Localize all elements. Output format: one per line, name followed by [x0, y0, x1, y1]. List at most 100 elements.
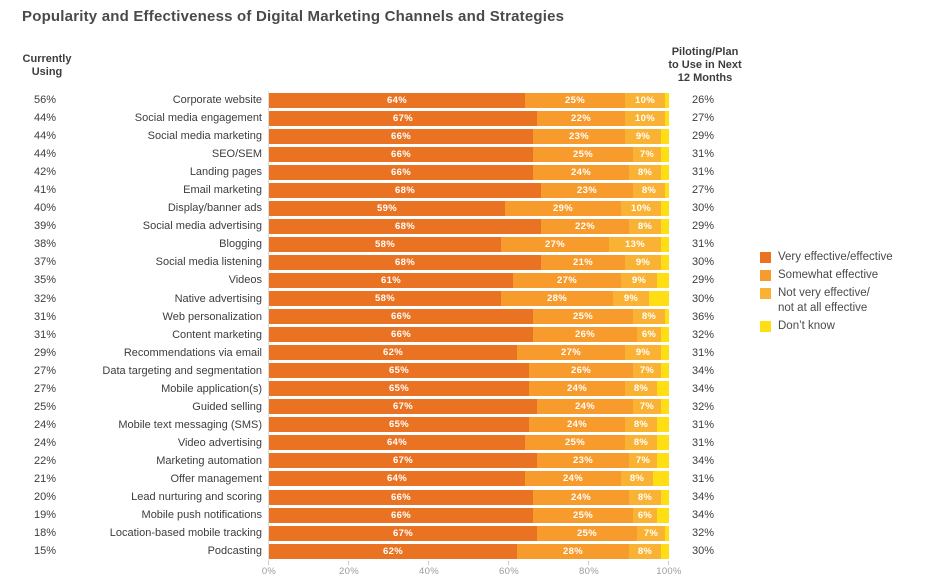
table-row: 22% Marketing automation 67% 23% 7% 34%	[0, 452, 948, 470]
segment-value-label: 8%	[637, 166, 653, 178]
segment-value-label: 8%	[641, 311, 657, 323]
piloting-value: 31%	[692, 472, 715, 485]
segment-value-label: 62%	[383, 545, 403, 557]
segment-dont-know	[661, 236, 669, 252]
channel-label: Data targeting and segmentation	[102, 364, 262, 377]
channel-label: Email marketing	[183, 184, 262, 197]
segment-value-label: 10%	[631, 202, 651, 214]
piloting-value: 34%	[692, 509, 715, 522]
segment-very-effective: 65%	[269, 381, 529, 397]
currently-using-value: 15%	[33, 545, 57, 558]
segment-value-label: 67%	[393, 112, 413, 124]
table-row: 19% Mobile push notifications 66% 25% 6% 34%	[0, 506, 948, 524]
segment-value-label: 13%	[625, 238, 645, 250]
currently-using-header-line2: Using	[31, 66, 63, 78]
segment-value-label: 28%	[547, 293, 567, 305]
segment-value-label: 62%	[383, 347, 403, 359]
table-row: 42% Landing pages 66% 24% 8% 31%	[0, 163, 948, 181]
segment-value-label: 65%	[389, 419, 409, 431]
currently-using-value: 31%	[33, 328, 57, 341]
currently-using-value: 44%	[33, 130, 57, 143]
segment-somewhat-effective: 23%	[533, 128, 625, 144]
segment-not-very-effective: 9%	[613, 291, 649, 307]
segment-dont-know	[661, 489, 669, 505]
segment-not-very-effective: 7%	[633, 399, 661, 415]
segment-dont-know	[657, 417, 669, 433]
segment-dont-know	[649, 291, 669, 307]
segment-very-effective: 67%	[269, 110, 537, 126]
piloting-value: 31%	[692, 346, 715, 359]
segment-dont-know	[657, 435, 669, 451]
segment-somewhat-effective: 25%	[525, 435, 625, 451]
segment-not-very-effective: 7%	[633, 146, 661, 162]
x-axis-tick-label: 40%	[419, 566, 439, 577]
segment-value-label: 8%	[633, 437, 649, 449]
segment-somewhat-effective: 26%	[529, 363, 633, 379]
segment-not-very-effective: 9%	[625, 254, 661, 270]
segment-value-label: 26%	[575, 329, 595, 341]
segment-value-label: 67%	[393, 455, 413, 467]
channel-label: Web personalization	[162, 310, 262, 323]
segment-not-very-effective: 7%	[637, 525, 665, 541]
segment-not-very-effective: 8%	[629, 218, 661, 234]
segment-not-very-effective: 7%	[633, 363, 661, 379]
stacked-bar: 65% 24% 8%	[269, 417, 669, 433]
currently-using-value: 29%	[33, 346, 57, 359]
segment-dont-know	[661, 146, 669, 162]
table-row: 24% Mobile text messaging (SMS) 65% 24% 8% 31…	[0, 416, 948, 434]
segment-very-effective: 64%	[269, 92, 525, 108]
legend-item-not_very_effective: Not very effective/ not at all effective	[760, 286, 893, 316]
segment-very-effective: 66%	[269, 128, 533, 144]
stacked-bar: 61% 27% 9%	[269, 272, 669, 288]
segment-value-label: 9%	[623, 293, 639, 305]
segment-dont-know	[665, 92, 669, 108]
segment-value-label: 9%	[631, 274, 647, 286]
segment-value-label: 25%	[577, 527, 597, 539]
stacked-bar: 67% 23% 7%	[269, 453, 669, 469]
stacked-bar: 66% 23% 9%	[269, 128, 669, 144]
segment-dont-know	[657, 453, 669, 469]
stacked-bar: 68% 22% 8%	[269, 218, 669, 234]
segment-somewhat-effective: 21%	[541, 254, 625, 270]
segment-very-effective: 66%	[269, 309, 533, 325]
stacked-bar: 64% 24% 8%	[269, 471, 669, 487]
channel-label: Marketing automation	[156, 454, 262, 467]
segment-dont-know	[665, 182, 669, 198]
table-row: 44% Social media marketing 66% 23% 9% 29%	[0, 127, 948, 145]
segment-dont-know	[661, 128, 669, 144]
segment-value-label: 9%	[635, 130, 651, 142]
currently-using-value: 32%	[33, 292, 57, 305]
channel-label: Podcasting	[207, 545, 262, 558]
piloting-value: 36%	[692, 310, 715, 323]
currently-using-value: 18%	[33, 527, 57, 540]
segment-very-effective: 66%	[269, 164, 533, 180]
legend-item-very_effective: Very effective/effective	[760, 250, 893, 265]
currently-using-value: 21%	[33, 472, 57, 485]
segment-not-very-effective: 8%	[625, 417, 657, 433]
segment-value-label: 64%	[387, 94, 407, 106]
legend-label: Very effective/effective	[778, 251, 893, 263]
x-axis-tick-label: 20%	[339, 566, 359, 577]
segment-value-label: 67%	[393, 527, 413, 539]
segment-value-label: 24%	[567, 383, 587, 395]
segment-value-label: 64%	[387, 437, 407, 449]
segment-not-very-effective: 9%	[625, 128, 661, 144]
currently-using-value: 35%	[33, 274, 57, 287]
channel-label: Guided selling	[192, 400, 262, 413]
stacked-bar: 65% 26% 7%	[269, 363, 669, 379]
segment-value-label: 66%	[391, 329, 411, 341]
channel-label: Recommendations via email	[123, 346, 262, 359]
segment-not-very-effective: 8%	[633, 182, 665, 198]
page-title: Popularity and Effectiveness of Digital …	[22, 8, 565, 25]
segment-value-label: 68%	[395, 220, 415, 232]
table-row: 41% Email marketing 68% 23% 8% 27%	[0, 181, 948, 199]
legend-label: Not very effective/ not at all effective	[778, 287, 870, 314]
piloting-value: 31%	[692, 418, 715, 431]
table-row: 27% Data targeting and segmentation 65% 26%…	[0, 362, 948, 380]
segment-somewhat-effective: 27%	[501, 236, 609, 252]
table-row: 29% Recommendations via email 62% 27% 9% 31%	[0, 344, 948, 362]
segment-value-label: 24%	[575, 401, 595, 413]
segment-dont-know	[657, 272, 669, 288]
piloting-value: 32%	[692, 400, 715, 413]
segment-not-very-effective: 8%	[621, 471, 653, 487]
